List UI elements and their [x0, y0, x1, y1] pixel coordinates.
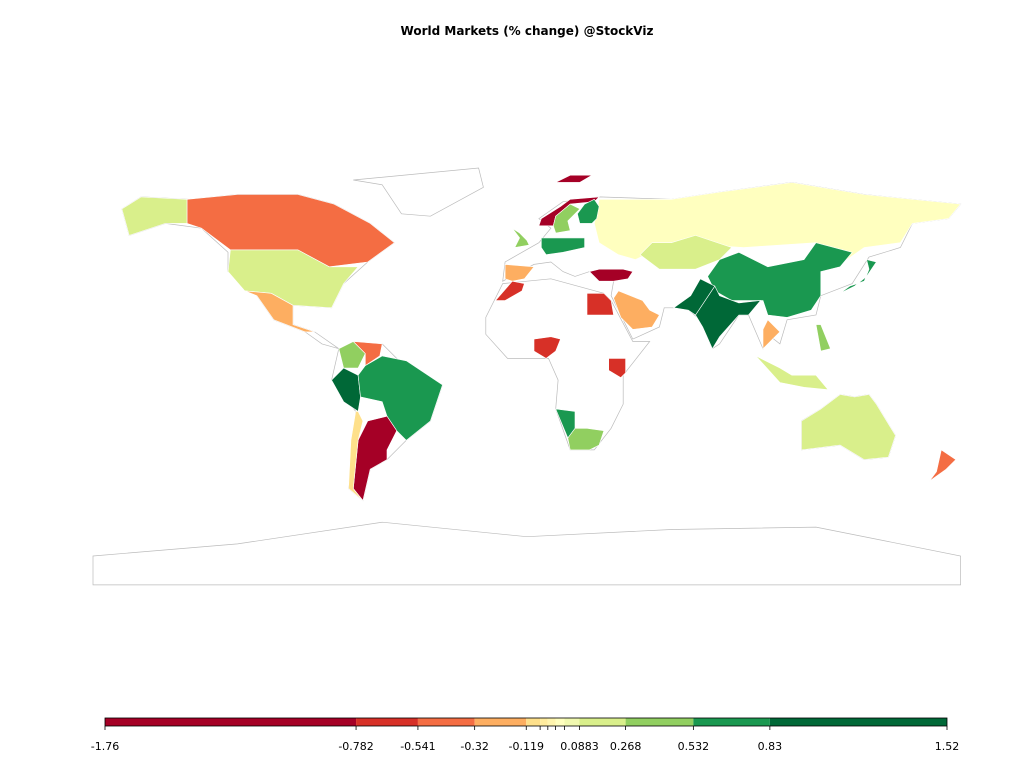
- country: [815, 324, 831, 352]
- land: [92, 521, 961, 586]
- country: [348, 411, 364, 501]
- color-bin: [526, 718, 541, 726]
- country: [494, 280, 525, 301]
- colorbar: -1.76 -0.782 -0.541 -0.32 -0.119 0.0883 0.268 0…: [91, 717, 960, 753]
- country: [707, 242, 853, 318]
- regions: [121, 174, 962, 502]
- country: [352, 341, 383, 367]
- country: [839, 259, 877, 294]
- country: [567, 427, 605, 451]
- country: [504, 264, 535, 282]
- colorbar-tick-label: -0.32: [460, 740, 488, 753]
- chart-title: World Markets (% change) @StockViz: [401, 24, 654, 38]
- colorbar-tick-label: 0.532: [678, 740, 710, 753]
- country: [555, 174, 593, 183]
- country: [555, 408, 576, 439]
- color-bin: [769, 718, 947, 726]
- colorbar-tick-label: 0.83: [758, 740, 783, 753]
- land: [485, 278, 651, 451]
- country: [552, 203, 581, 234]
- country: [338, 341, 366, 369]
- country: [121, 196, 188, 236]
- color-bin: [474, 718, 527, 726]
- country: [244, 290, 315, 333]
- color-bin: [356, 718, 418, 726]
- color-bin: [625, 718, 694, 726]
- color-bin: [540, 718, 548, 726]
- country: [588, 268, 634, 282]
- colorbar-tick-label: -0.541: [400, 740, 435, 753]
- country: [533, 336, 561, 359]
- color-bin: [579, 718, 626, 726]
- colorbar-tick-label: 1.52: [935, 740, 960, 753]
- land: [353, 167, 484, 217]
- country: [695, 285, 762, 350]
- country: [613, 290, 660, 330]
- colorbar-tick-label: -0.119: [509, 740, 544, 753]
- country: [929, 449, 957, 482]
- country: [227, 249, 359, 309]
- country: [577, 198, 600, 224]
- country: [755, 355, 829, 391]
- color-bin: [417, 718, 475, 726]
- color-bin: [693, 718, 770, 726]
- country: [762, 319, 781, 350]
- color-bin: [547, 718, 556, 726]
- country: [512, 227, 530, 248]
- country: [801, 394, 896, 460]
- country: [357, 355, 443, 441]
- country: [608, 358, 626, 378]
- country: [673, 278, 716, 316]
- color-bin: [555, 718, 565, 726]
- country: [639, 235, 733, 270]
- country: [586, 292, 614, 316]
- country: [540, 237, 585, 256]
- color-bin: [105, 718, 357, 726]
- colorbar-tick-label: -1.76: [91, 740, 119, 753]
- colorbar-tick-label: 0.0883: [560, 740, 599, 753]
- color-bin: [564, 718, 580, 726]
- colorbar-tick-label: -0.782: [338, 740, 373, 753]
- country: [593, 182, 962, 265]
- colorbar-tick-label: 0.268: [610, 740, 642, 753]
